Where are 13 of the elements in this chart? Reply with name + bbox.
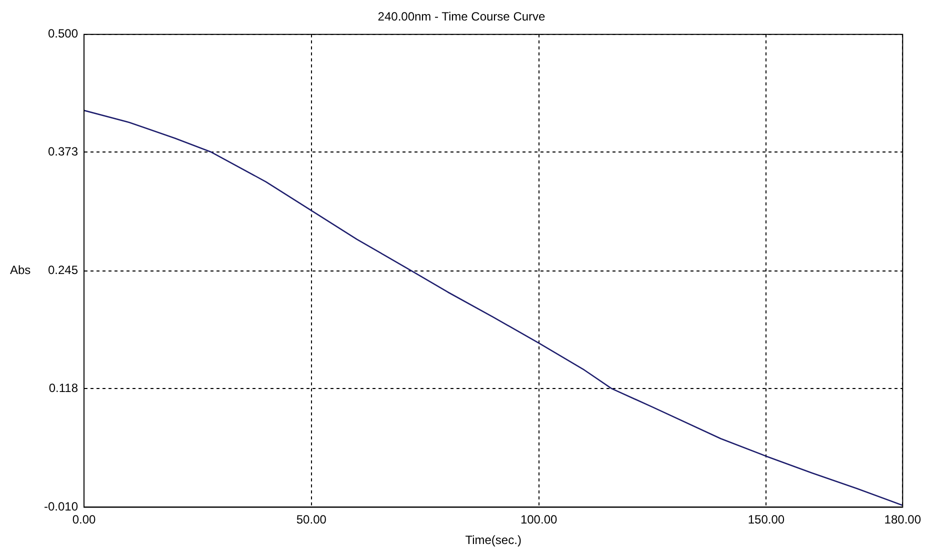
y-tick-label: -0.010: [44, 500, 78, 514]
x-tick-label: 0.00: [72, 512, 96, 527]
x-tick-label: 180.00: [884, 512, 922, 527]
y-tick-label: 0.500: [48, 26, 78, 41]
chart-title: 240.00nm - Time Course Curve: [378, 10, 546, 24]
x-axis-title: Time(sec.): [465, 533, 522, 548]
y-tick-label: 0.245: [48, 263, 78, 278]
y-tick-label: 0.373: [48, 144, 78, 158]
x-tick-label: 150.00: [748, 512, 785, 527]
x-tick-label: 100.00: [520, 512, 558, 527]
y-tick-label: 0.118: [48, 380, 78, 395]
y-axis-title: Abs: [10, 263, 31, 278]
x-tick-label: 50.00: [296, 512, 327, 527]
